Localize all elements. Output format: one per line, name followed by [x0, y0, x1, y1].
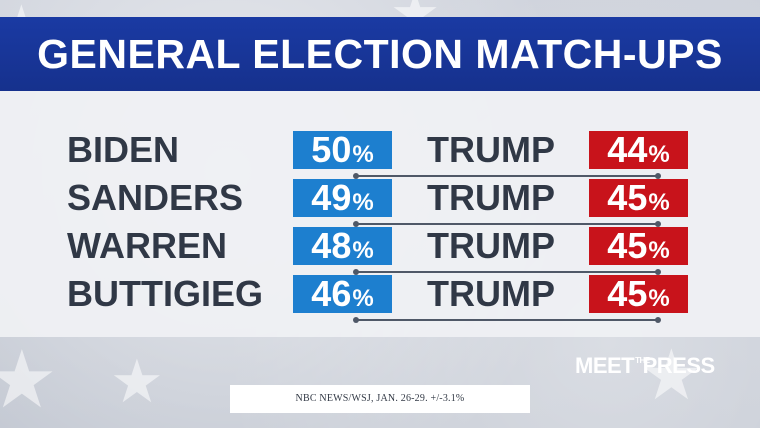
- logo-text-left: MEET: [575, 353, 635, 378]
- republican-percent-box: 45%: [589, 179, 688, 217]
- democrat-percent-value: 50: [311, 129, 352, 170]
- results-panel: BIDEN 50% TRUMP 44% SANDERS 49% TRUMP 45% WARREN…: [0, 91, 760, 337]
- connector-line: [357, 271, 657, 273]
- republican-percent-box: 45%: [589, 275, 688, 313]
- connector-dot-icon: [353, 317, 359, 323]
- logo-text-mid: THE: [635, 355, 650, 365]
- source-note: NBC NEWS/WSJ, JAN. 26-29. +/-3.1%: [230, 385, 530, 413]
- percent-sign: %: [352, 189, 374, 216]
- page-title: GENERAL ELECTION MATCH-UPS: [37, 30, 723, 77]
- percent-sign: %: [648, 285, 670, 312]
- row-connector: [353, 317, 661, 323]
- democrat-percent-box: 50%: [293, 131, 392, 169]
- row-connector: [353, 173, 661, 179]
- republican-percent-box: 45%: [589, 227, 688, 265]
- democrat-name: BIDEN: [67, 129, 180, 170]
- republican-name: TRUMP: [427, 273, 555, 314]
- row-connector: [353, 269, 661, 275]
- democrat-percent-box: 46%: [293, 275, 392, 313]
- republican-percent-value: 45: [607, 225, 648, 266]
- percent-sign: %: [648, 237, 670, 264]
- democrat-name: WARREN: [67, 225, 227, 266]
- logo-text-right: PRESS: [642, 353, 716, 378]
- connector-line: [357, 319, 657, 321]
- percent-sign: %: [648, 189, 670, 216]
- connector-dot-icon: [353, 173, 359, 179]
- star-decoration-icon: ★: [0, 333, 58, 426]
- democrat-name: BUTTIGIEG: [67, 273, 263, 314]
- matchup-row: SANDERS 49% TRUMP 45%: [0, 175, 760, 227]
- connector-dot-icon: [655, 221, 661, 227]
- connector-dot-icon: [655, 269, 661, 275]
- connector-line: [357, 175, 657, 177]
- republican-percent-value: 45: [607, 177, 648, 218]
- connector-dot-icon: [655, 173, 661, 179]
- percent-sign: %: [648, 141, 670, 168]
- matchup-row: WARREN 48% TRUMP 45%: [0, 223, 760, 275]
- republican-name: TRUMP: [427, 129, 555, 170]
- connector-line: [357, 223, 657, 225]
- democrat-name: SANDERS: [67, 177, 244, 218]
- title-banner: GENERAL ELECTION MATCH-UPS: [0, 17, 760, 91]
- democrat-percent-value: 48: [311, 225, 352, 266]
- row-connector: [353, 221, 661, 227]
- matchup-row: BUTTIGIEG 46% TRUMP 45%: [0, 271, 760, 323]
- percent-sign: %: [352, 285, 374, 312]
- star-decoration-icon: ★: [110, 347, 164, 417]
- connector-dot-icon: [655, 317, 661, 323]
- percent-sign: %: [352, 141, 374, 168]
- democrat-percent-value: 46: [311, 273, 352, 314]
- star-decoration-icon: ★: [640, 334, 703, 416]
- republican-name: TRUMP: [427, 225, 555, 266]
- matchup-row: BIDEN 50% TRUMP 44%: [0, 127, 760, 179]
- democrat-percent-box: 49%: [293, 179, 392, 217]
- republican-name: TRUMP: [427, 177, 555, 218]
- democrat-percent-box: 48%: [293, 227, 392, 265]
- democrat-percent-value: 49: [311, 177, 352, 218]
- connector-dot-icon: [353, 221, 359, 227]
- meet-the-press-logo: MEET THE PRESS: [575, 352, 715, 380]
- republican-percent-box: 44%: [589, 131, 688, 169]
- connector-dot-icon: [353, 269, 359, 275]
- republican-percent-value: 44: [607, 129, 648, 170]
- percent-sign: %: [352, 237, 374, 264]
- republican-percent-value: 45: [607, 273, 648, 314]
